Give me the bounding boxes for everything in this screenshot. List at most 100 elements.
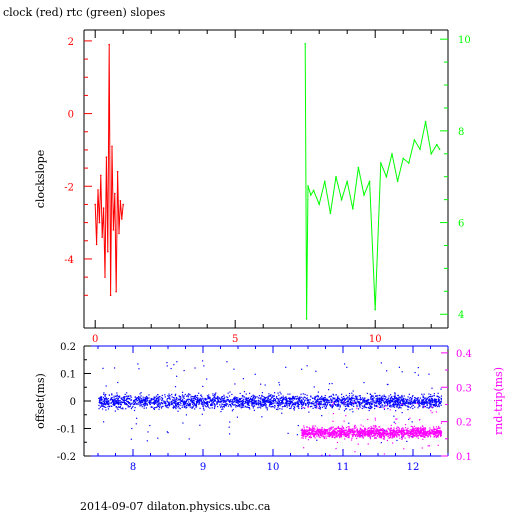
- data-point-offset: [163, 402, 165, 404]
- data-point-rnd-trip: [352, 432, 355, 434]
- data-point-offset: [253, 405, 256, 407]
- data-point-offset: [109, 402, 111, 404]
- data-point-offset: [346, 402, 348, 404]
- data-point-offset: [258, 406, 260, 408]
- data-point-offset: [273, 399, 275, 401]
- data-point-offset: [262, 401, 264, 403]
- data-point-offset: [430, 402, 432, 404]
- data-point-rtc: [419, 148, 421, 150]
- data-point-offset: [435, 402, 437, 405]
- data-point-offset: [377, 397, 379, 399]
- data-point-rnd-trip: [314, 428, 316, 430]
- data-point-offset: [321, 395, 323, 398]
- data-point-offset: [178, 404, 180, 406]
- data-point-rnd-trip: [337, 427, 339, 429]
- data-point-rnd-trip: [347, 436, 349, 438]
- data-point-rnd-trip: [431, 406, 433, 408]
- data-point-offset: [307, 405, 309, 408]
- data-point-offset: [382, 404, 384, 406]
- data-point-offset: [362, 397, 364, 399]
- data-point-offset: [246, 398, 248, 400]
- data-point-offset: [273, 392, 276, 394]
- data-point-rnd-trip: [333, 434, 335, 436]
- data-point-offset: [200, 398, 202, 400]
- data-point-rnd-trip: [359, 433, 362, 435]
- data-point-offset: [232, 403, 234, 406]
- data-point-offset: [140, 395, 142, 397]
- data-point-offset: [191, 406, 193, 408]
- data-point-rnd-trip: [432, 433, 434, 435]
- data-point-offset: [269, 395, 271, 397]
- data-point-offset: [104, 403, 107, 405]
- data-point-rnd-trip: [310, 437, 312, 439]
- data-point-offset: [373, 402, 375, 404]
- data-point-rnd-trip: [394, 432, 396, 435]
- data-point-offset: [188, 405, 190, 407]
- data-point-offset: [433, 393, 435, 395]
- data-point-offset: [412, 404, 414, 407]
- data-point-rnd-trip: [431, 412, 433, 414]
- data-point-offset: [332, 397, 335, 399]
- data-point-rnd-trip: [419, 431, 421, 433]
- data-point-offset: [305, 404, 307, 407]
- data-point-rnd-trip: [364, 432, 366, 434]
- data-point-rnd-trip: [415, 432, 418, 434]
- data-point-offset: [332, 405, 334, 407]
- data-point-offset: [277, 392, 279, 394]
- data-point-offset: [381, 397, 383, 399]
- data-point-offset: [314, 397, 316, 399]
- data-point-offset: [231, 393, 233, 396]
- data-point-rnd-trip: [372, 434, 375, 437]
- data-point-offset: [270, 403, 273, 405]
- data-point-offset: [297, 405, 299, 407]
- data-point-offset: [168, 403, 170, 405]
- data-point-rnd-trip: [332, 431, 334, 433]
- data-point-offset: [372, 400, 375, 402]
- data-point-offset: [143, 400, 146, 402]
- data-point-offset: [422, 402, 424, 404]
- data-point-offset: [186, 402, 188, 405]
- data-point-offset: [169, 398, 171, 400]
- data-point-rnd-trip: [429, 433, 431, 435]
- data-point-offset: [385, 399, 387, 401]
- data-point-offset: [408, 418, 410, 421]
- data-point-offset: [423, 397, 425, 399]
- data-point-rnd-trip: [398, 435, 400, 437]
- data-point-offset: [122, 399, 125, 401]
- data-point-offset: [432, 403, 434, 406]
- data-point-offset: [221, 398, 223, 400]
- data-point-offset: [124, 396, 126, 398]
- data-point-offset: [270, 406, 272, 408]
- data-point-offset: [138, 400, 140, 402]
- data-point-rnd-trip: [307, 432, 309, 435]
- data-point-offset: [323, 401, 325, 403]
- data-point-offset: [440, 399, 442, 401]
- data-point-offset: [252, 399, 255, 401]
- data-point-rnd-trip: [428, 445, 430, 447]
- data-point-offset: [288, 402, 291, 404]
- data-point-offset: [234, 383, 236, 385]
- data-point-rnd-trip: [402, 429, 404, 432]
- data-point-offset: [343, 397, 345, 399]
- data-point-offset: [393, 403, 395, 406]
- data-point-rnd-trip: [323, 432, 325, 434]
- data-point-offset: [272, 405, 274, 407]
- data-point-offset: [161, 402, 163, 404]
- data-point-offset: [421, 403, 423, 405]
- data-point-offset: [397, 398, 399, 400]
- data-point-rnd-trip: [407, 435, 409, 437]
- data-point-rnd-trip: [372, 433, 375, 435]
- data-point-offset: [409, 401, 411, 403]
- data-point-offset: [124, 402, 126, 404]
- data-point-offset: [409, 399, 411, 401]
- data-point-rnd-trip: [433, 431, 435, 433]
- data-point-offset: [407, 402, 410, 404]
- data-point-offset: [411, 405, 413, 407]
- data-point-rnd-trip: [311, 429, 313, 431]
- data-point-rnd-trip: [314, 430, 316, 432]
- data-point-offset: [135, 423, 137, 425]
- data-point-rnd-trip: [303, 431, 305, 433]
- data-point-offset: [344, 398, 346, 400]
- data-point-offset: [380, 362, 382, 364]
- data-point-offset: [105, 397, 107, 399]
